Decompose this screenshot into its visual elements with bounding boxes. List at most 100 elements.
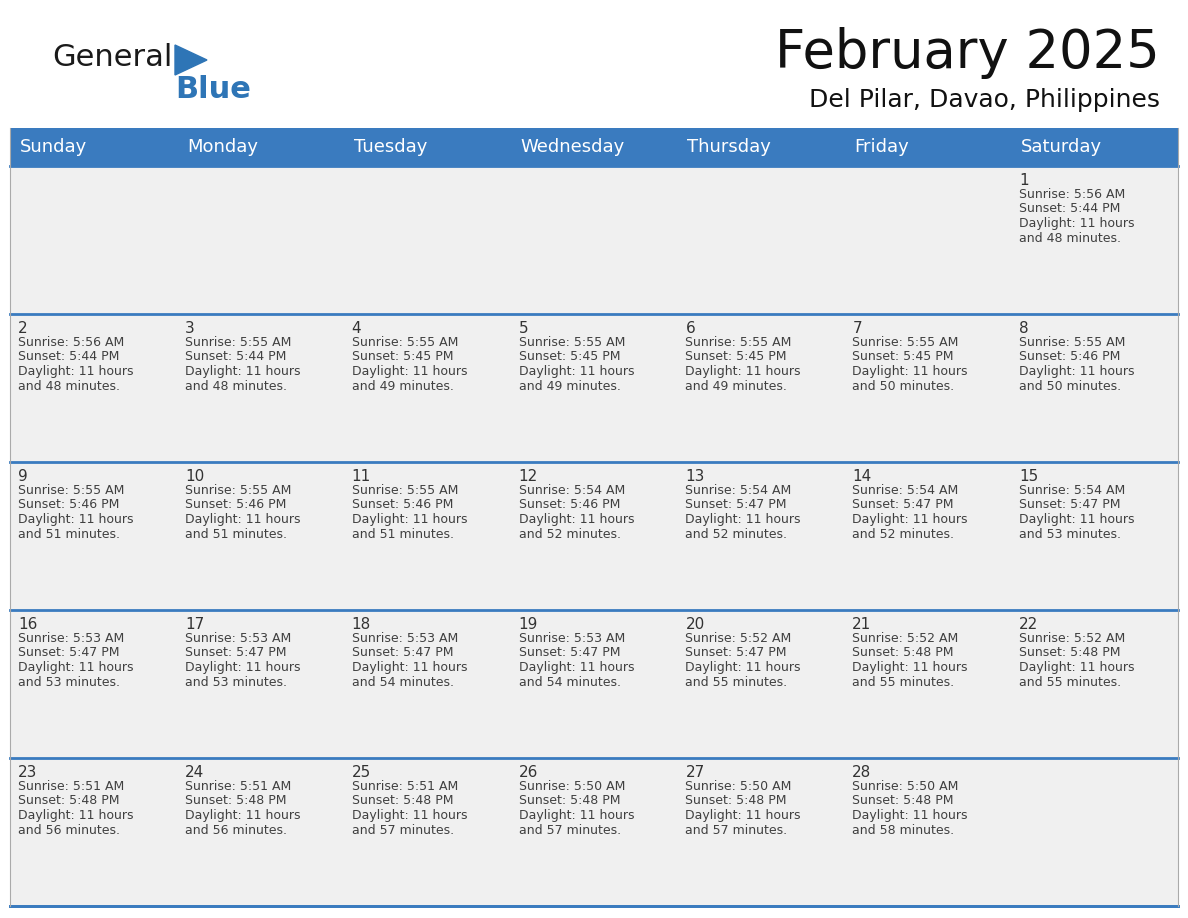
Text: Sunset: 5:44 PM: Sunset: 5:44 PM [185,351,286,364]
Text: Sunset: 5:48 PM: Sunset: 5:48 PM [852,794,954,808]
Text: Daylight: 11 hours: Daylight: 11 hours [352,513,467,526]
Bar [511,314,677,462]
Text: 20: 20 [685,617,704,632]
Text: Sunrise: 5:54 AM: Sunrise: 5:54 AM [852,484,959,497]
Text: Sunset: 5:47 PM: Sunset: 5:47 PM [18,646,120,659]
Text: Daylight: 11 hours: Daylight: 11 hours [185,809,301,822]
Text: 18: 18 [352,617,371,632]
Text: Sunrise: 5:53 AM: Sunrise: 5:53 AM [18,632,125,645]
Text: 28: 28 [852,765,872,780]
Text: Daylight: 11 hours: Daylight: 11 hours [1019,365,1135,378]
Text: Sunrise: 5:54 AM: Sunrise: 5:54 AM [685,484,791,497]
Bar [10,758,177,906]
Text: Thursday: Thursday [688,138,771,156]
Text: Sunset: 5:45 PM: Sunset: 5:45 PM [352,351,453,364]
Text: 8: 8 [1019,321,1029,336]
Bar [1011,166,1178,314]
Text: Sunrise: 5:50 AM: Sunrise: 5:50 AM [685,780,792,793]
Text: and 57 minutes.: and 57 minutes. [352,823,454,836]
Text: and 51 minutes.: and 51 minutes. [352,528,454,541]
Text: Sunrise: 5:51 AM: Sunrise: 5:51 AM [18,780,125,793]
Text: Sunrise: 5:55 AM: Sunrise: 5:55 AM [352,484,459,497]
Text: Sunrise: 5:55 AM: Sunrise: 5:55 AM [519,336,625,349]
Text: Daylight: 11 hours: Daylight: 11 hours [685,365,801,378]
Text: Sunrise: 5:50 AM: Sunrise: 5:50 AM [519,780,625,793]
Text: 10: 10 [185,469,204,484]
Bar [845,758,1011,906]
Bar [10,128,1178,166]
Text: Daylight: 11 hours: Daylight: 11 hours [519,365,634,378]
Text: and 56 minutes.: and 56 minutes. [185,823,286,836]
Text: and 50 minutes.: and 50 minutes. [1019,379,1121,393]
Text: Daylight: 11 hours: Daylight: 11 hours [685,513,801,526]
Text: 14: 14 [852,469,872,484]
Text: Saturday: Saturday [1022,138,1102,156]
Text: and 52 minutes.: and 52 minutes. [852,528,954,541]
Bar [677,166,845,314]
Text: 24: 24 [185,765,204,780]
Bar [511,462,677,610]
Text: Daylight: 11 hours: Daylight: 11 hours [852,365,968,378]
Bar [10,462,177,610]
Text: Sunset: 5:46 PM: Sunset: 5:46 PM [185,498,286,511]
Text: 19: 19 [519,617,538,632]
Bar [10,166,177,314]
Text: Daylight: 11 hours: Daylight: 11 hours [852,661,968,674]
Text: Daylight: 11 hours: Daylight: 11 hours [185,365,301,378]
Text: 17: 17 [185,617,204,632]
Text: and 53 minutes.: and 53 minutes. [18,676,120,688]
Bar [177,314,343,462]
Bar [343,610,511,758]
Text: Sunset: 5:44 PM: Sunset: 5:44 PM [1019,203,1120,216]
Text: Sunset: 5:47 PM: Sunset: 5:47 PM [685,646,786,659]
Polygon shape [175,45,207,75]
Text: Sunset: 5:47 PM: Sunset: 5:47 PM [852,498,954,511]
Text: February 2025: February 2025 [776,27,1159,79]
Text: Sunset: 5:47 PM: Sunset: 5:47 PM [685,498,786,511]
Text: Sunrise: 5:50 AM: Sunrise: 5:50 AM [852,780,959,793]
Text: Sunset: 5:47 PM: Sunset: 5:47 PM [519,646,620,659]
Text: Sunrise: 5:55 AM: Sunrise: 5:55 AM [18,484,125,497]
Bar [511,166,677,314]
Text: Daylight: 11 hours: Daylight: 11 hours [1019,513,1135,526]
Text: Monday: Monday [187,138,258,156]
Text: 22: 22 [1019,617,1038,632]
Text: Sunrise: 5:55 AM: Sunrise: 5:55 AM [685,336,792,349]
Bar [177,758,343,906]
Text: Daylight: 11 hours: Daylight: 11 hours [18,513,133,526]
Text: and 49 minutes.: and 49 minutes. [352,379,454,393]
Text: Sunrise: 5:52 AM: Sunrise: 5:52 AM [852,632,959,645]
Text: Daylight: 11 hours: Daylight: 11 hours [352,809,467,822]
Text: Sunset: 5:48 PM: Sunset: 5:48 PM [352,794,453,808]
Text: 5: 5 [519,321,529,336]
Text: and 55 minutes.: and 55 minutes. [852,676,954,688]
Text: Sunday: Sunday [20,138,87,156]
Text: Sunset: 5:47 PM: Sunset: 5:47 PM [185,646,286,659]
Text: General: General [52,43,172,73]
Bar [845,610,1011,758]
Text: 27: 27 [685,765,704,780]
Text: Blue: Blue [175,75,251,105]
Text: Sunrise: 5:53 AM: Sunrise: 5:53 AM [519,632,625,645]
Text: Daylight: 11 hours: Daylight: 11 hours [18,809,133,822]
Text: Sunrise: 5:55 AM: Sunrise: 5:55 AM [185,336,291,349]
Text: Sunset: 5:48 PM: Sunset: 5:48 PM [685,794,786,808]
Text: Tuesday: Tuesday [354,138,428,156]
Text: Daylight: 11 hours: Daylight: 11 hours [685,661,801,674]
Text: Sunrise: 5:56 AM: Sunrise: 5:56 AM [1019,188,1125,201]
Text: Daylight: 11 hours: Daylight: 11 hours [685,809,801,822]
Text: 21: 21 [852,617,872,632]
Text: Del Pilar, Davao, Philippines: Del Pilar, Davao, Philippines [809,88,1159,112]
Text: Daylight: 11 hours: Daylight: 11 hours [852,809,968,822]
Text: Sunset: 5:44 PM: Sunset: 5:44 PM [18,351,119,364]
Text: and 52 minutes.: and 52 minutes. [519,528,620,541]
Text: Sunrise: 5:55 AM: Sunrise: 5:55 AM [352,336,459,349]
Text: Sunset: 5:45 PM: Sunset: 5:45 PM [685,351,786,364]
Text: and 55 minutes.: and 55 minutes. [1019,676,1121,688]
Text: Daylight: 11 hours: Daylight: 11 hours [519,661,634,674]
Bar [677,610,845,758]
Text: and 57 minutes.: and 57 minutes. [685,823,788,836]
Bar [343,758,511,906]
Bar [677,758,845,906]
Text: Sunrise: 5:55 AM: Sunrise: 5:55 AM [1019,336,1125,349]
